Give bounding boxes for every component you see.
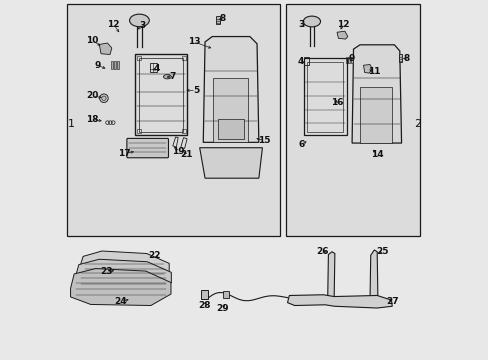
Text: 21: 21: [180, 150, 192, 159]
Text: 9: 9: [348, 54, 355, 63]
Polygon shape: [99, 43, 112, 54]
Bar: [139, 58, 183, 132]
Text: 26: 26: [316, 247, 328, 256]
Text: 28: 28: [198, 301, 210, 310]
Text: 16: 16: [330, 98, 343, 107]
Text: 29: 29: [216, 304, 229, 313]
Text: 11: 11: [367, 67, 380, 76]
Text: 22: 22: [147, 251, 160, 260]
Bar: [67, 4, 280, 235]
Bar: [117, 61, 119, 69]
Bar: [213, 78, 248, 142]
Bar: [303, 58, 346, 135]
Polygon shape: [287, 295, 391, 308]
Text: 12: 12: [336, 19, 348, 28]
Bar: [346, 57, 347, 63]
Polygon shape: [199, 148, 262, 178]
Text: 12: 12: [107, 19, 120, 28]
Polygon shape: [70, 269, 171, 306]
Polygon shape: [363, 64, 371, 73]
Bar: [348, 57, 349, 63]
Text: 1: 1: [67, 120, 75, 129]
Text: 15: 15: [258, 136, 270, 145]
Polygon shape: [351, 45, 401, 143]
Bar: [285, 4, 419, 235]
Bar: [150, 63, 156, 72]
Ellipse shape: [303, 16, 320, 27]
Bar: [137, 55, 141, 60]
Text: 3: 3: [139, 21, 145, 30]
Text: 17: 17: [118, 149, 130, 158]
Text: 25: 25: [376, 247, 388, 256]
Text: 2: 2: [413, 120, 421, 129]
FancyBboxPatch shape: [126, 138, 168, 158]
Text: 20: 20: [86, 91, 98, 100]
Text: 9: 9: [94, 61, 101, 70]
Polygon shape: [369, 250, 377, 300]
Polygon shape: [80, 251, 169, 283]
Bar: [223, 291, 229, 298]
Text: 3: 3: [298, 19, 305, 28]
Bar: [182, 129, 185, 134]
Bar: [350, 57, 352, 63]
Polygon shape: [203, 37, 258, 142]
Text: 23: 23: [100, 267, 112, 276]
Bar: [114, 61, 116, 69]
Ellipse shape: [163, 75, 171, 79]
Text: 13: 13: [188, 37, 200, 46]
Bar: [111, 61, 113, 69]
Bar: [306, 62, 343, 132]
Bar: [182, 55, 185, 60]
Bar: [201, 290, 207, 299]
Bar: [215, 16, 220, 24]
Bar: [398, 54, 402, 62]
Text: 6: 6: [297, 140, 304, 149]
Circle shape: [100, 94, 108, 103]
Bar: [217, 119, 244, 139]
Bar: [359, 87, 391, 143]
Polygon shape: [336, 31, 347, 39]
Polygon shape: [75, 259, 171, 293]
Polygon shape: [327, 252, 334, 299]
Text: 8: 8: [403, 54, 409, 63]
Bar: [137, 129, 141, 134]
Text: 4: 4: [297, 57, 304, 66]
Bar: [135, 54, 187, 135]
Text: 8: 8: [220, 14, 225, 23]
Text: 24: 24: [114, 297, 127, 306]
Text: 18: 18: [86, 114, 98, 123]
Text: 10: 10: [86, 36, 98, 45]
Text: 27: 27: [386, 297, 398, 306]
Text: 7: 7: [169, 72, 176, 81]
Text: 19: 19: [171, 147, 184, 156]
Text: 4: 4: [153, 64, 160, 73]
Text: 5: 5: [193, 86, 199, 95]
Text: 14: 14: [370, 150, 383, 159]
Bar: [303, 57, 309, 65]
Ellipse shape: [129, 14, 149, 27]
